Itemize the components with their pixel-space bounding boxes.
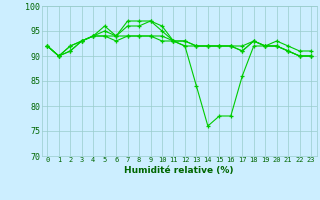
X-axis label: Humidité relative (%): Humidité relative (%): [124, 166, 234, 175]
